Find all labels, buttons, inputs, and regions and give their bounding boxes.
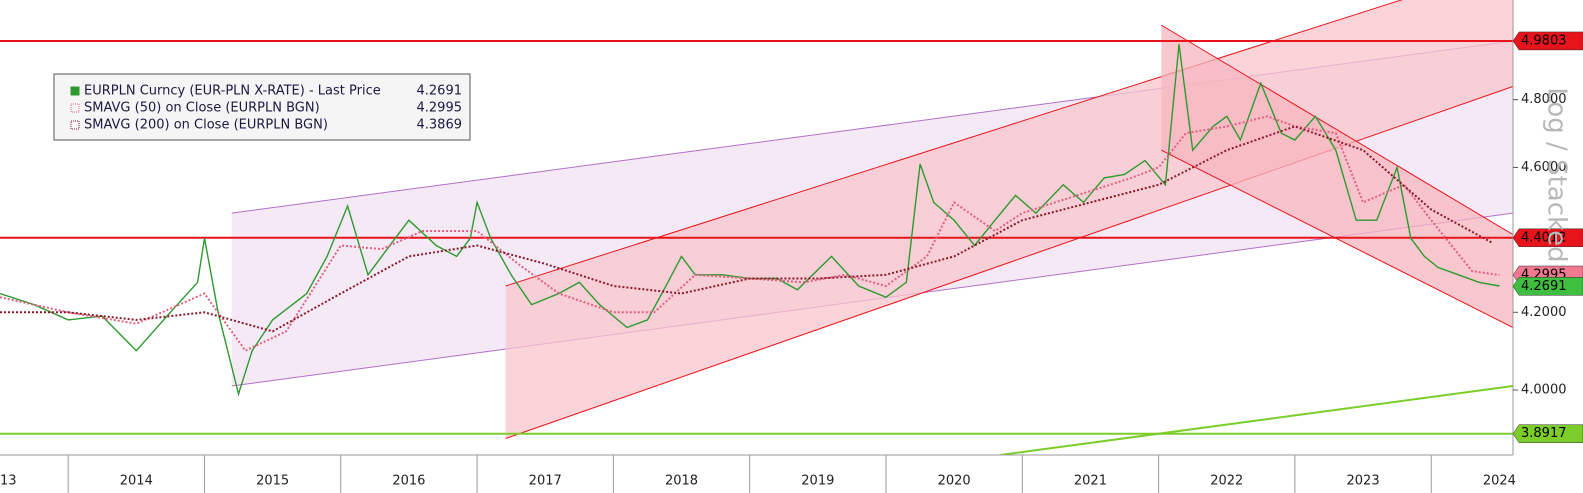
series-layer	[0, 44, 1500, 397]
legend-label: SMAVG (200) on Close (EURPLN BGN)	[84, 118, 328, 133]
series-line	[0, 125, 1494, 333]
legend-value: 4.2995	[417, 101, 463, 116]
legend-swatch	[70, 103, 80, 113]
x-tick-label: 2014	[120, 474, 153, 489]
legend: EURPLN Curncy (EUR-PLN X-RATE) - Last Pr…	[53, 73, 471, 141]
y-tick-label: 4.0000	[1521, 382, 1567, 397]
series-line	[0, 44, 1500, 397]
x-tick-label: 2020	[938, 474, 971, 489]
level-marker	[1512, 228, 1583, 248]
series-line	[0, 115, 1500, 352]
x-tick-label: 2022	[1210, 474, 1243, 489]
y-tick-label: 4.2000	[1521, 305, 1567, 320]
channel-fill	[1161, 25, 1513, 328]
legend-value: 4.2691	[417, 84, 463, 99]
y-tick-label: 4.6000	[1521, 160, 1567, 175]
x-tick-label: 2013	[0, 474, 17, 489]
axis-label: Log / Stacked	[1542, 87, 1572, 262]
channel-line	[505, 85, 1513, 439]
channels	[0, 0, 1513, 455]
legend-box	[53, 73, 471, 141]
x-tick-label: 2019	[801, 474, 834, 489]
channel-line	[1161, 149, 1513, 329]
x-tick-label: 2016	[392, 474, 425, 489]
level-marker	[1512, 424, 1583, 443]
x-tick-label: 2023	[1347, 474, 1380, 489]
level-marker	[1512, 31, 1583, 51]
level-label: 3.8917	[1521, 426, 1567, 441]
channel-line	[1161, 24, 1513, 236]
x-tick-label: 2018	[665, 474, 698, 489]
y-tick-label: 4.8000	[1521, 92, 1567, 107]
trendline	[1000, 385, 1513, 455]
legend-value: 4.3869	[417, 118, 463, 133]
level-marker	[1512, 277, 1583, 296]
x-tick-label: 2015	[256, 474, 289, 489]
legend-label: EURPLN Curncy (EUR-PLN X-RATE) - Last Pr…	[84, 84, 381, 99]
x-tick-label: 2024	[1483, 474, 1516, 489]
level-label: 4.9803	[1521, 33, 1567, 48]
legend-swatch	[70, 86, 80, 96]
x-tick-label: 2021	[1074, 474, 1107, 489]
level-label: 4.2691	[1521, 279, 1567, 294]
channel-line	[505, 0, 1403, 287]
x-tick-label: 2017	[529, 474, 562, 489]
legend-swatch	[70, 120, 80, 130]
level-label: 4.4012	[1521, 230, 1567, 245]
legend-label: SMAVG (50) on Close (EURPLN BGN)	[84, 101, 320, 116]
